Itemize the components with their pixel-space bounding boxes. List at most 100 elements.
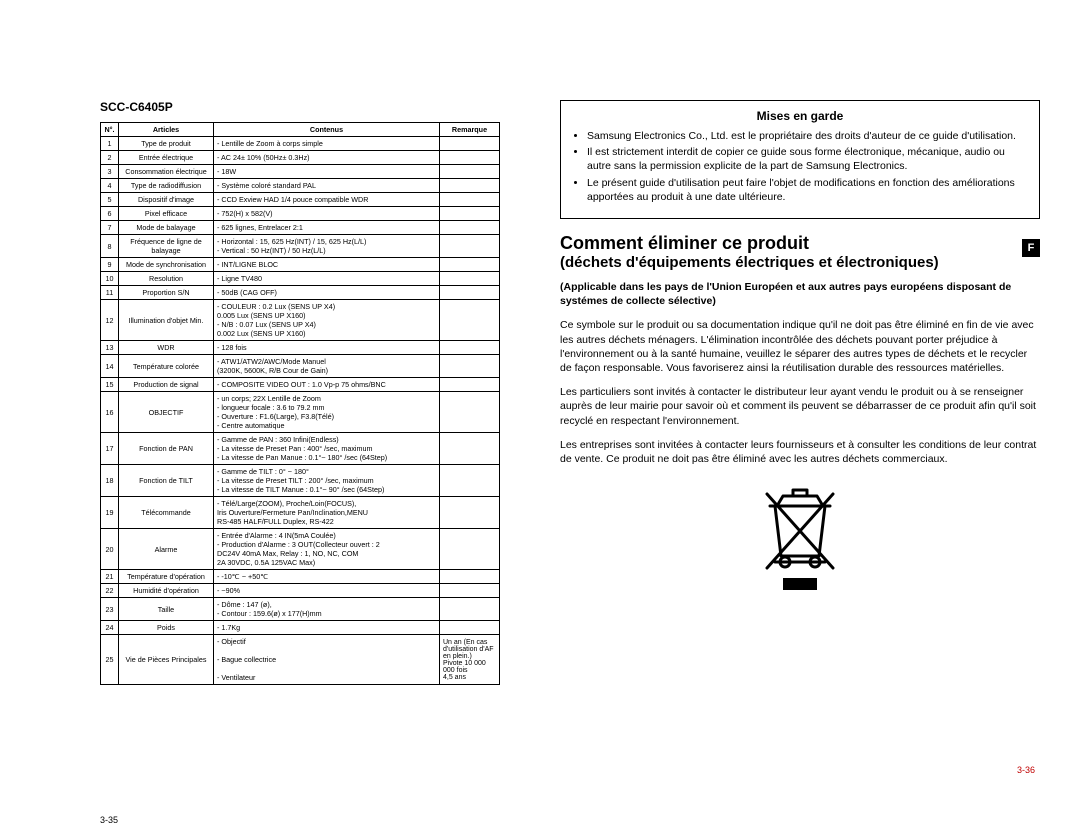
cell-article: Proportion S/N: [119, 286, 214, 300]
cell-num: 15: [101, 378, 119, 392]
cell-article: OBJECTIF: [119, 392, 214, 433]
cell-article: Production de signal: [119, 378, 214, 392]
cell-content: - Objectif - Bague collectrice - Ventila…: [214, 635, 440, 685]
cell-remark: [440, 465, 500, 497]
cell-article: Alarme: [119, 529, 214, 570]
cell-num: 22: [101, 584, 119, 598]
cell-article: Illumination d'objet Min.: [119, 300, 214, 341]
cell-content: - Ligne TV480: [214, 272, 440, 286]
right-page: Mises en garde Samsung Electronics Co., …: [560, 100, 1040, 760]
table-row: 8Fréquence de ligne de balayage- Horizon…: [101, 235, 500, 258]
cell-article: Température colorée: [119, 355, 214, 378]
language-badge: F: [1022, 239, 1040, 257]
cell-remark: [440, 598, 500, 621]
cell-article: Télécommande: [119, 497, 214, 529]
cell-content: - 50dB (CAG OFF): [214, 286, 440, 300]
cell-content: - AC 24± 10% (50Hz± 0.3Hz): [214, 151, 440, 165]
cell-article: Type de produit: [119, 137, 214, 151]
cell-content: - Horizontal : 15, 625 Hz(INT) / 15, 625…: [214, 235, 440, 258]
cell-remark: [440, 584, 500, 598]
cell-num: 1: [101, 137, 119, 151]
table-row: 12Illumination d'objet Min.- COULEUR : 0…: [101, 300, 500, 341]
cell-article: Vie de Pièces Principales: [119, 635, 214, 685]
cell-num: 23: [101, 598, 119, 621]
page-number-left: 3-35: [100, 815, 118, 825]
cell-content: - INT/LIGNE BLOC: [214, 258, 440, 272]
table-row: 25Vie de Pièces Principales- Objectif - …: [101, 635, 500, 685]
cell-num: 13: [101, 341, 119, 355]
cell-remark: [440, 286, 500, 300]
warning-item: Il est strictement interdit de copier ce…: [587, 145, 1027, 173]
cell-article: Pixel efficace: [119, 207, 214, 221]
cell-content: - Système coloré standard PAL: [214, 179, 440, 193]
cell-remark: [440, 179, 500, 193]
table-row: 18Fonction de TILT- Gamme de TILT : 0° ~…: [101, 465, 500, 497]
cell-article: Fonction de PAN: [119, 433, 214, 465]
table-row: 16OBJECTIF- un corps; 22X Lentille de Zo…: [101, 392, 500, 433]
spec-table: N°. Articles Contenus Remarque 1Type de …: [100, 122, 500, 685]
cell-content: - Dôme : 147 (ø), - Contour : 159.6(ø) x…: [214, 598, 440, 621]
table-row: 11Proportion S/N- 50dB (CAG OFF): [101, 286, 500, 300]
table-row: 15Production de signal- COMPOSITE VIDEO …: [101, 378, 500, 392]
cell-num: 5: [101, 193, 119, 207]
col-articles: Articles: [119, 123, 214, 137]
cell-remark: [440, 341, 500, 355]
table-row: 24Poids- 1.7Kg: [101, 621, 500, 635]
cell-remark: [440, 529, 500, 570]
cell-remark: [440, 165, 500, 179]
cell-content: - 1.7Kg: [214, 621, 440, 635]
table-row: 13WDR- 128 fois: [101, 341, 500, 355]
cell-num: 9: [101, 258, 119, 272]
cell-remark: [440, 272, 500, 286]
cell-content: - CCD Exview HAD 1/4 pouce compatible WD…: [214, 193, 440, 207]
cell-remark: [440, 378, 500, 392]
table-row: 20Alarme- Entrée d'Alarme : 4 IN(5mA Cou…: [101, 529, 500, 570]
table-row: 6Pixel efficace- 752(H) x 582(V): [101, 207, 500, 221]
cell-content: - COMPOSITE VIDEO OUT : 1.0 Vp-p 75 ohms…: [214, 378, 440, 392]
table-row: 21Température d'opération- -10℃ ~ +50℃: [101, 570, 500, 584]
cell-num: 6: [101, 207, 119, 221]
cell-content: - 128 fois: [214, 341, 440, 355]
cell-article: Température d'opération: [119, 570, 214, 584]
col-num: N°.: [101, 123, 119, 137]
cell-content: - COULEUR : 0.2 Lux (SENS UP X4) 0.005 L…: [214, 300, 440, 341]
table-row: 7Mode de balayage- 625 lignes, Entrelace…: [101, 221, 500, 235]
table-row: 23Taille- Dôme : 147 (ø), - Contour : 15…: [101, 598, 500, 621]
cell-remark: [440, 207, 500, 221]
cell-num: 17: [101, 433, 119, 465]
body-paragraph: Les particuliers sont invités à contacte…: [560, 385, 1040, 428]
cell-article: Humidité d'opération: [119, 584, 214, 598]
table-header-row: N°. Articles Contenus Remarque: [101, 123, 500, 137]
warning-list: Samsung Electronics Co., Ltd. est le pro…: [573, 129, 1027, 204]
table-row: 10Resolution- Ligne TV480: [101, 272, 500, 286]
cell-content: - un corps; 22X Lentille de Zoom - longu…: [214, 392, 440, 433]
cell-remark: Un an (En cas d'utilisation d'AF en plei…: [440, 635, 500, 685]
cell-num: 18: [101, 465, 119, 497]
weee-bin-icon: [755, 476, 845, 596]
cell-content: - ATW1/ATW2/AWC/Mode Manuel (3200K, 5600…: [214, 355, 440, 378]
body-paragraph: Les entreprises sont invitées à contacte…: [560, 438, 1040, 466]
cell-article: Dispositif d'image: [119, 193, 214, 207]
cell-remark: [440, 433, 500, 465]
warning-item: Samsung Electronics Co., Ltd. est le pro…: [587, 129, 1027, 143]
table-row: 2Entrée électrique- AC 24± 10% (50Hz± 0.…: [101, 151, 500, 165]
cell-num: 8: [101, 235, 119, 258]
cell-content: - ~90%: [214, 584, 440, 598]
cell-content: - Télé/Large(ZOOM), Proche/Loin(FOCUS), …: [214, 497, 440, 529]
cell-article: Taille: [119, 598, 214, 621]
cell-remark: [440, 570, 500, 584]
body-paragraphs: Ce symbole sur le produit ou sa document…: [560, 318, 1040, 466]
cell-num: 2: [101, 151, 119, 165]
cell-article: Mode de balayage: [119, 221, 214, 235]
cell-content: - 18W: [214, 165, 440, 179]
page-spread: SCC-C6405P N°. Articles Contenus Remarqu…: [0, 0, 1080, 790]
page-number-right: 3-36: [1017, 765, 1035, 775]
cell-article: Resolution: [119, 272, 214, 286]
cell-num: 10: [101, 272, 119, 286]
cell-num: 7: [101, 221, 119, 235]
cell-content: - Gamme de PAN : 360 Infini(Endless) - L…: [214, 433, 440, 465]
table-row: 9Mode de synchronisation- INT/LIGNE BLOC: [101, 258, 500, 272]
table-row: 14Température colorée- ATW1/ATW2/AWC/Mod…: [101, 355, 500, 378]
col-remarque: Remarque: [440, 123, 500, 137]
cell-content: - Lentille de Zoom à corps simple: [214, 137, 440, 151]
